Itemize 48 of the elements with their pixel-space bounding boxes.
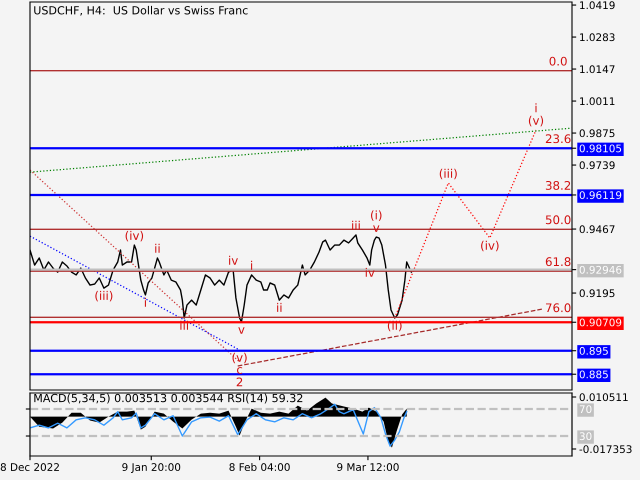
chart-title: MACD(5,34,5) 0.003513 0.003544 RSI(14) 59.32 xyxy=(34,394,302,404)
y-tick-label: 30 xyxy=(580,432,592,440)
x-tick-label: 9 Mar 12:00 xyxy=(337,463,399,472)
x-tick-label: 8 Feb 04:00 xyxy=(229,462,290,472)
y-tick-label: 1.0283 xyxy=(580,33,615,42)
annotation: 0.0 xyxy=(550,56,567,66)
y-tick-label: 0.9467 xyxy=(580,225,615,234)
y-tick-label: 0.9875 xyxy=(580,129,614,138)
annotation: i xyxy=(535,103,537,112)
annotation: v xyxy=(238,327,245,334)
annotation: 76.0 xyxy=(546,303,571,312)
annotation: 38.2 xyxy=(546,180,570,190)
annotation: 61.8 xyxy=(546,257,570,266)
annotation: 2 xyxy=(236,377,242,386)
annotation: ii xyxy=(277,302,282,312)
annotation: 50.0 xyxy=(546,215,571,224)
y-tick-label: 0.895 xyxy=(580,346,608,355)
annotation: ii xyxy=(155,244,160,253)
annotation: iv xyxy=(229,256,238,265)
annotation: (i) xyxy=(371,210,382,221)
annotation: 23.6 xyxy=(546,134,571,144)
y-tick-label: 0.90709 xyxy=(580,318,622,326)
y-tick-label: 1.0011 xyxy=(580,97,614,106)
annotation: (ii) xyxy=(388,320,402,332)
annotation: iii xyxy=(352,220,360,230)
y2-tick-label: 0.010511 xyxy=(580,393,628,402)
annotation: i xyxy=(144,298,146,307)
y-tick-label: 0.9739 xyxy=(580,161,615,170)
y-tick-label: 70 xyxy=(580,405,592,414)
annotation: i xyxy=(251,260,252,270)
x-tick-label: 8 Dec 2022 xyxy=(0,463,59,472)
y-tick-label: 0.885 xyxy=(580,370,608,378)
annotation: (v) xyxy=(528,116,544,126)
annotation: (iv) xyxy=(126,230,144,242)
annotation: c xyxy=(237,367,242,374)
chart-title: USDCHF, H4: US Dollar vs Swiss Franc xyxy=(34,6,248,16)
annotation: (v) xyxy=(232,352,247,364)
y-tick-label: 0.98105 xyxy=(580,144,622,152)
x-tick-label: 9 Jan 20:00 xyxy=(122,463,180,473)
y-tick-label: 0.92946 xyxy=(580,266,622,274)
annotation: (iv) xyxy=(481,240,499,252)
y-tick-label: 1.0147 xyxy=(580,65,615,74)
y-tick-label: 1.0419 xyxy=(580,1,615,10)
y-tick-label: 0.9195 xyxy=(580,289,614,298)
annotation: (iii) xyxy=(95,290,112,302)
y2-tick-label: -0.017353 xyxy=(579,445,632,454)
y-tick-label: 0.96119 xyxy=(580,191,622,200)
annotation: (iii) xyxy=(440,168,457,180)
